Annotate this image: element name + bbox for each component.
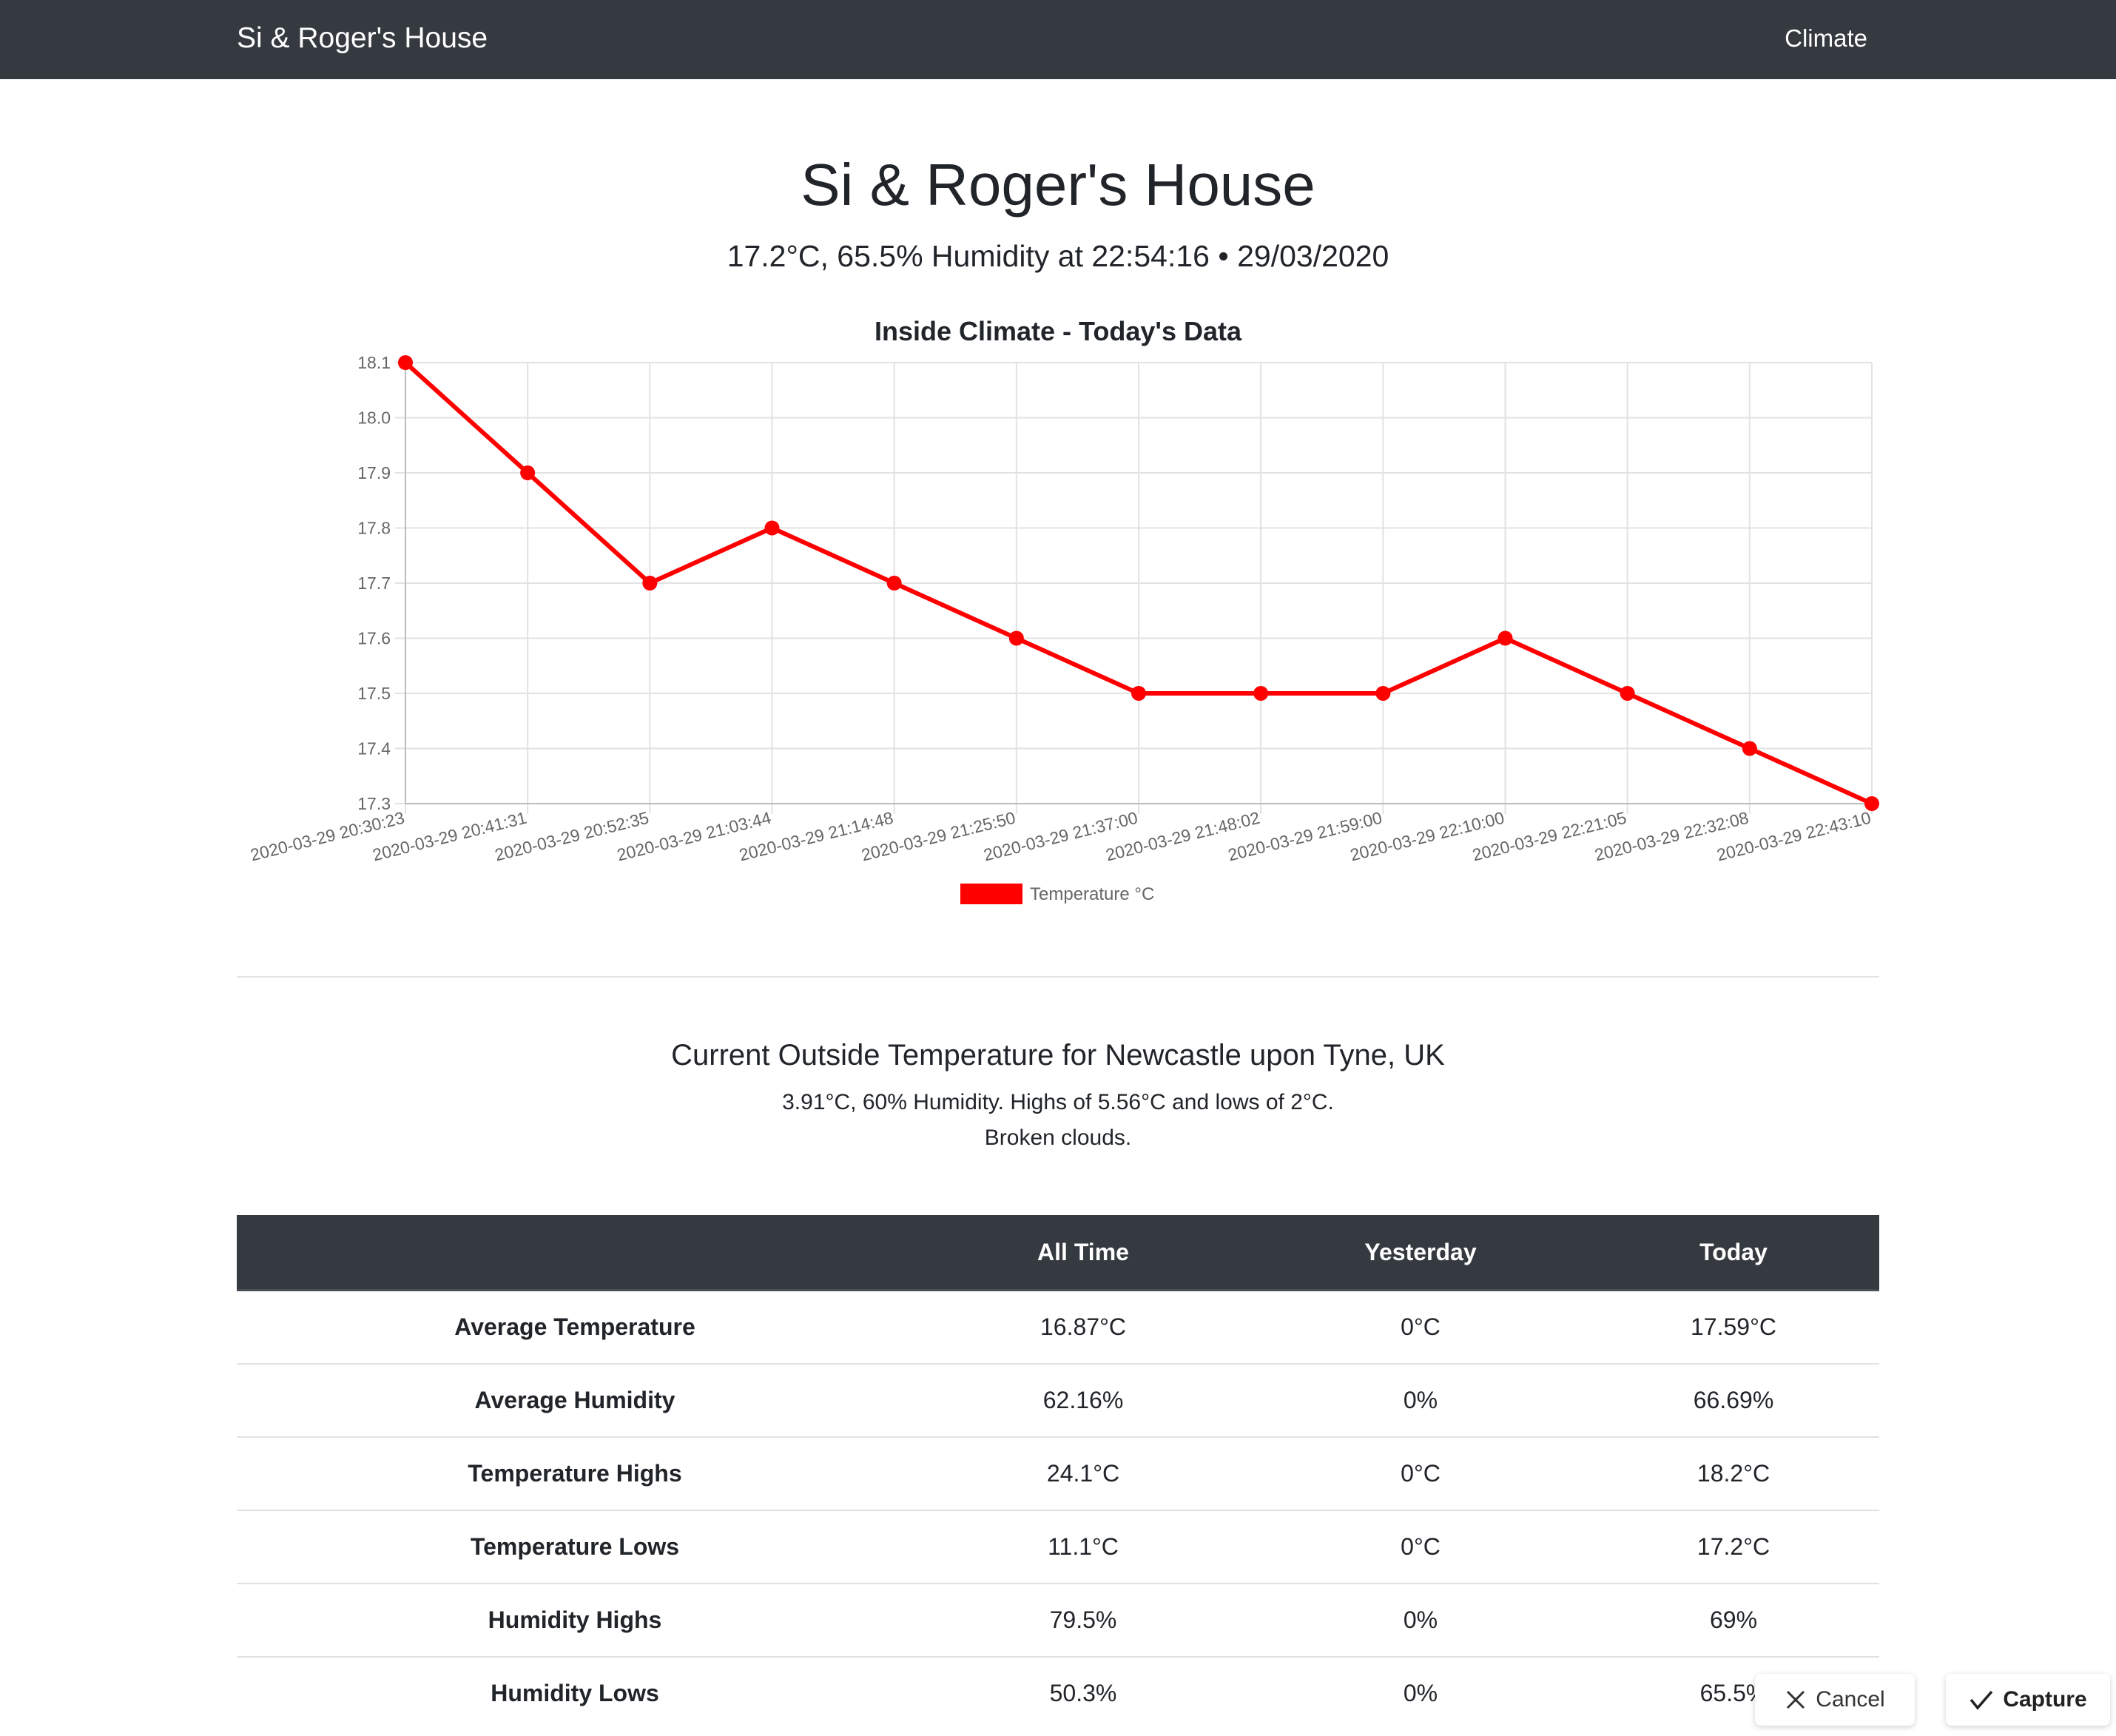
data-point bbox=[642, 576, 658, 591]
y-tick-label: 17.5 bbox=[357, 684, 391, 703]
navbar-brand[interactable]: Si & Roger's House bbox=[237, 22, 488, 54]
table-row: Temperature Highs 24.1°C 0°C 18.2°C bbox=[237, 1437, 1879, 1511]
cell-all-time: 11.1°C bbox=[913, 1510, 1253, 1584]
cancel-button[interactable]: Cancel bbox=[1755, 1674, 1915, 1726]
y-tick-label: 18.1 bbox=[357, 353, 391, 372]
outside-temperature-title: Current Outside Temperature for Newcastl… bbox=[671, 1039, 1445, 1071]
data-point bbox=[398, 355, 413, 370]
row-label: Average Temperature bbox=[237, 1290, 913, 1365]
section-divider bbox=[237, 976, 1879, 978]
data-point bbox=[1742, 741, 1757, 756]
cell-all-time: 24.1°C bbox=[913, 1437, 1253, 1511]
table-row: Average Temperature 16.87°C 0°C 17.59°C bbox=[237, 1290, 1879, 1365]
checkmark-icon bbox=[1970, 1690, 1993, 1710]
table-header-all-time: All Time bbox=[913, 1215, 1253, 1291]
page-subtitle: 17.2°C, 65.5% Humidity at 22:54:16 • 29/… bbox=[727, 239, 1389, 273]
table-row: Humidity Lows 50.3% 0% 65.5% bbox=[237, 1657, 1879, 1729]
y-tick-label: 17.3 bbox=[357, 794, 391, 813]
data-point bbox=[1620, 686, 1635, 701]
y-tick-label: 17.4 bbox=[357, 739, 391, 758]
row-label: Humidity Lows bbox=[491, 1680, 659, 1706]
data-point bbox=[1131, 686, 1146, 701]
y-tick-label: 17.6 bbox=[357, 629, 391, 648]
data-point bbox=[1864, 796, 1879, 811]
table-header-today: Today bbox=[1588, 1215, 1879, 1291]
cell-today: 69% bbox=[1588, 1584, 1879, 1658]
row-label: Temperature Lows bbox=[237, 1510, 913, 1584]
y-tick-label: 18.0 bbox=[357, 408, 391, 428]
cell-today: 17.2°C bbox=[1588, 1510, 1879, 1584]
data-point bbox=[886, 576, 902, 591]
data-point bbox=[764, 520, 780, 536]
cell-yesterday: 0°C bbox=[1253, 1437, 1588, 1511]
y-tick-label: 17.7 bbox=[357, 573, 391, 593]
capture-button[interactable]: Capture bbox=[1946, 1674, 2110, 1726]
navbar: Si & Roger's House Climate bbox=[0, 0, 2116, 79]
nav-link-climate[interactable]: Climate bbox=[1785, 24, 1867, 52]
cell-all-time: 79.5% bbox=[913, 1584, 1253, 1658]
row-label: Temperature Highs bbox=[237, 1437, 913, 1511]
climate-stats-table: All Time Yesterday Today Average Tempera… bbox=[237, 1215, 1879, 1729]
y-tick-label: 17.8 bbox=[357, 519, 391, 538]
data-point bbox=[1375, 686, 1391, 701]
row-label: Average Humidity bbox=[237, 1364, 913, 1438]
cell-yesterday: 0% bbox=[1253, 1584, 1588, 1658]
page-title: Si & Roger's House bbox=[801, 152, 1315, 218]
cell-all-time: 62.16% bbox=[913, 1364, 1253, 1438]
row-label: Humidity Highs bbox=[237, 1584, 913, 1658]
cancel-label: Cancel bbox=[1816, 1687, 1885, 1712]
capture-label: Capture bbox=[2003, 1687, 2087, 1712]
cell-all-time: 16.87°C bbox=[913, 1290, 1253, 1365]
cell-today: 17.59°C bbox=[1588, 1290, 1879, 1365]
table-header-label bbox=[237, 1215, 913, 1291]
cell-yesterday: 0% bbox=[1403, 1680, 1438, 1706]
cell-yesterday: 0% bbox=[1253, 1364, 1588, 1438]
legend-label: Temperature °C bbox=[1030, 884, 1154, 904]
table-header-yesterday: Yesterday bbox=[1253, 1215, 1588, 1291]
close-icon bbox=[1787, 1690, 1805, 1709]
cell-today: 66.69% bbox=[1588, 1364, 1879, 1438]
cell-all-time: 50.3% bbox=[1049, 1680, 1117, 1706]
outside-weather-description: Broken clouds. bbox=[984, 1126, 1132, 1150]
chart-title: Inside Climate - Today's Data bbox=[874, 316, 1242, 346]
table-row: Average Humidity 62.16% 0% 66.69% bbox=[237, 1364, 1879, 1438]
table-header-row: All Time Yesterday Today bbox=[237, 1215, 1879, 1291]
data-point bbox=[520, 465, 536, 480]
table-row: Temperature Lows 11.1°C 0°C 17.2°C bbox=[237, 1510, 1879, 1584]
y-tick-label: 17.9 bbox=[357, 463, 391, 482]
table-row: Humidity Highs 79.5% 0% 69% bbox=[237, 1584, 1879, 1658]
cell-today: 18.2°C bbox=[1588, 1437, 1879, 1511]
cell-yesterday: 0°C bbox=[1253, 1510, 1588, 1584]
outside-temperature-summary: 3.91°C, 60% Humidity. Highs of 5.56°C an… bbox=[782, 1090, 1334, 1114]
temperature-line-chart: 18.118.017.917.817.717.617.517.417.32020… bbox=[249, 353, 1879, 904]
data-point bbox=[1497, 630, 1513, 646]
data-point bbox=[1008, 630, 1024, 646]
cell-yesterday: 0°C bbox=[1253, 1290, 1588, 1365]
legend-swatch bbox=[960, 884, 1022, 904]
data-point bbox=[1253, 686, 1269, 701]
